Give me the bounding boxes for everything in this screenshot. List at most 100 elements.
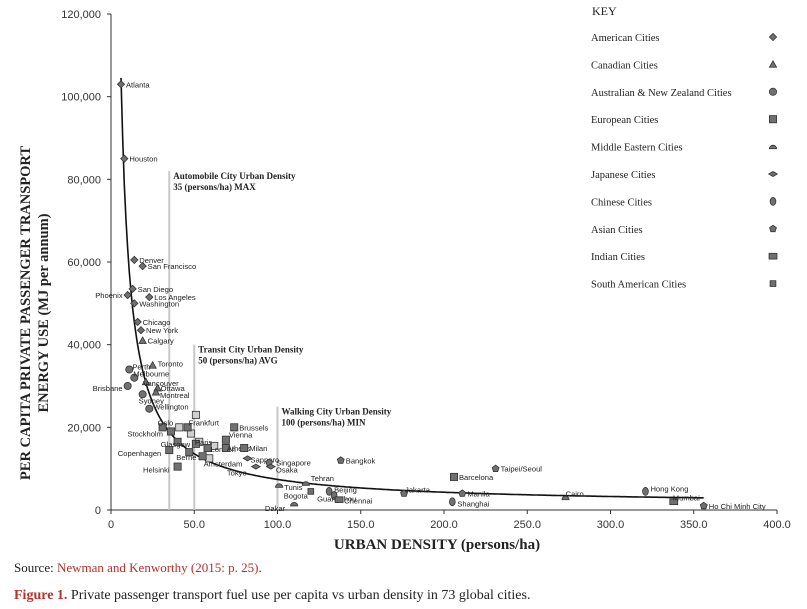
data-point-marker	[449, 472, 458, 481]
data-point-label: Washington	[139, 299, 179, 308]
data-point-label: Jakarta	[405, 485, 431, 494]
figure-caption-text: Private passenger transport fuel use per…	[67, 588, 531, 603]
data-point-label: Manila	[467, 489, 490, 498]
data-point-label: Helsinki	[143, 466, 170, 475]
data-point-label: San Francisco	[148, 262, 197, 271]
data-point-marker	[400, 489, 408, 497]
data-point-label: Sapporo	[251, 455, 280, 464]
legend-marker	[768, 32, 778, 42]
data-point-label: Houston	[129, 155, 157, 164]
data-point-marker	[183, 423, 192, 432]
data-point-marker	[275, 483, 284, 488]
y-tick-label: 120,000	[61, 9, 101, 21]
data-point-label: Wellington	[153, 403, 188, 412]
chart-axes: 0 50.0 100.0 150.0 200.0 250.0 300.0 350.0 400.0…	[61, 9, 791, 531]
data-point-marker	[458, 489, 467, 497]
data-point-marker	[116, 80, 126, 89]
data-point-label: Glasgow	[161, 440, 191, 449]
data-point-label: Cairo	[566, 490, 584, 499]
data-point-label: Amsterdam	[204, 459, 243, 468]
data-point-marker	[221, 435, 230, 444]
data-point-label: Berne	[176, 453, 196, 462]
data-point-marker	[336, 456, 345, 464]
data-point-label: Ottawa	[161, 384, 186, 393]
data-point-marker	[130, 255, 139, 265]
data-point-label: Osaka	[276, 466, 299, 475]
data-point-marker	[175, 423, 184, 432]
data-point-label: Frankfurt	[189, 418, 220, 427]
data-point-label: Chennai	[344, 497, 373, 506]
data-point-label: Vienna	[229, 431, 253, 440]
data-point-label: Brisbane	[93, 384, 123, 393]
data-point-label: Oslo	[158, 418, 174, 427]
data-point-label: Copenhagen	[118, 449, 162, 458]
data-point-marker	[145, 404, 154, 413]
x-tick-label: 200.0	[430, 519, 458, 531]
data-point-label: Singapore	[276, 458, 311, 467]
legend-marker	[769, 224, 777, 233]
legend-entry-label: American Cities	[591, 33, 660, 44]
legend-marker	[769, 280, 777, 287]
data-point-label: New York	[146, 326, 178, 335]
data-point-marker	[141, 377, 151, 386]
data-point-marker	[138, 261, 147, 271]
x-tick-label: 250.0	[513, 519, 541, 531]
data-point-label: Shanghai	[457, 500, 489, 509]
data-point-marker	[334, 496, 344, 503]
data-point-marker	[699, 501, 708, 510]
fitted-curve	[120, 77, 704, 499]
y-tick-label: 80,000	[67, 174, 101, 186]
data-point-label: Denver	[139, 256, 164, 265]
figure-caption: Figure 1. Private passenger transport fu…	[14, 588, 530, 604]
data-point-marker	[138, 390, 147, 399]
data-point-marker	[123, 381, 132, 390]
legend-entry-label: Canadian Cities	[591, 60, 658, 71]
data-point-label: Dakar	[265, 504, 286, 513]
data-point-marker	[148, 360, 157, 369]
source-citation-link[interactable]: Newman and Kenworthy (2015: p. 25)	[56, 560, 259, 575]
data-point-marker	[307, 488, 315, 495]
y-tick-label: 20,000	[67, 422, 101, 434]
data-point-label: Chicago	[143, 318, 171, 327]
data-point-label: Beijing	[334, 485, 357, 494]
x-axis-title: URBAN DENSITY (persons/ha)	[334, 537, 540, 553]
data-point-marker	[130, 299, 139, 308]
data-point-marker	[301, 481, 310, 486]
x-tick-label: 0	[108, 519, 114, 531]
data-point-marker	[221, 443, 230, 452]
data-point-marker	[173, 437, 182, 446]
trend-curve	[120, 77, 704, 499]
data-point-label: San Diego	[138, 285, 173, 294]
data-point-label: Calgary	[148, 337, 174, 346]
data-point-marker	[250, 463, 261, 470]
data-point-label: Bogota	[284, 491, 309, 500]
source-suffix: .	[258, 560, 262, 575]
legend-entry-label: European Cities	[591, 115, 658, 126]
data-point-marker	[120, 154, 129, 163]
legend-marker	[769, 115, 778, 124]
data-point-marker	[198, 452, 207, 461]
legend-entry-label: Japanese Cities	[591, 170, 655, 181]
legend-marker	[768, 144, 778, 150]
data-point-marker	[166, 427, 175, 436]
data-point-marker	[185, 448, 194, 457]
y-axis-title-line-1: PER CAPITA PRIVATE PASSENGER TRANSPORT	[18, 146, 34, 480]
reference-line-label: 50 (persons/ha) AVG	[198, 356, 277, 366]
data-point-marker	[325, 487, 333, 496]
reference-line-label: Walking City Urban Density	[282, 407, 392, 417]
y-tick-label: 100,000	[61, 92, 101, 104]
data-point-label: Melbourne	[133, 370, 169, 379]
data-point-marker	[203, 443, 212, 452]
data-point-marker	[230, 423, 239, 432]
data-point-marker	[130, 373, 139, 382]
data-point-label: Toronto	[158, 359, 183, 368]
data-point-label: Sydney	[139, 396, 165, 405]
data-point-label: Milan	[249, 444, 267, 453]
data-point-label: Montreal	[160, 391, 190, 400]
legend-marker	[768, 252, 778, 260]
data-point-marker	[240, 443, 249, 452]
source-prefix: Source:	[14, 560, 57, 575]
legend-title: KEY	[592, 4, 617, 18]
reference-line-label: Transit City Urban Density	[198, 345, 304, 355]
